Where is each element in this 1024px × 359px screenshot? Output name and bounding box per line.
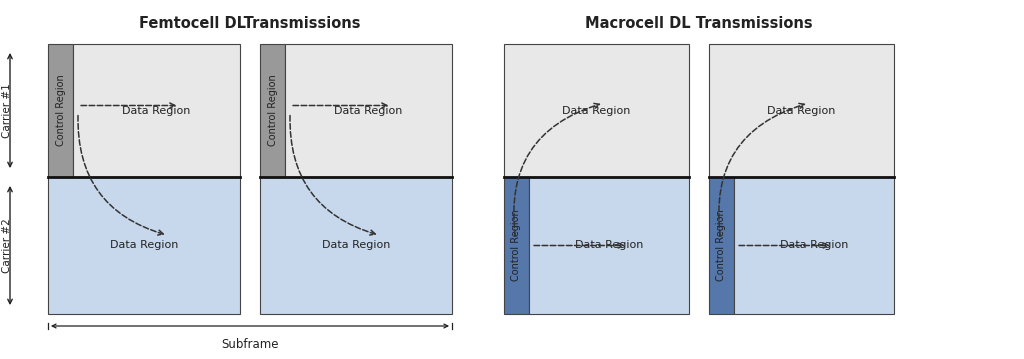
- FancyArrowPatch shape: [293, 103, 387, 108]
- Text: Control Region: Control Region: [512, 210, 521, 281]
- Text: Subframe: Subframe: [221, 338, 279, 351]
- FancyArrowPatch shape: [78, 116, 163, 235]
- Bar: [48, 44, 73, 177]
- Bar: [260, 177, 452, 314]
- Bar: [709, 177, 734, 314]
- Bar: [48, 177, 240, 314]
- Text: Data Region: Data Region: [767, 106, 836, 116]
- Bar: [73, 44, 240, 177]
- Text: Data Region: Data Region: [574, 241, 643, 251]
- Text: Carrier #1: Carrier #1: [2, 83, 12, 138]
- FancyArrowPatch shape: [719, 103, 805, 236]
- Bar: [709, 44, 894, 177]
- Text: Control Region: Control Region: [717, 210, 726, 281]
- FancyArrowPatch shape: [8, 187, 12, 304]
- Bar: [529, 177, 689, 314]
- Bar: [504, 44, 689, 177]
- FancyArrowPatch shape: [290, 116, 375, 235]
- Bar: [285, 44, 452, 177]
- Text: Data Region: Data Region: [110, 241, 178, 251]
- Text: Femtocell DLTransmissions: Femtocell DLTransmissions: [139, 16, 360, 31]
- Text: Data Region: Data Region: [562, 106, 631, 116]
- Bar: [504, 177, 529, 314]
- Text: Data Region: Data Region: [322, 241, 390, 251]
- Text: Control Region: Control Region: [55, 75, 66, 146]
- Text: Data Region: Data Region: [780, 241, 848, 251]
- Bar: [260, 44, 285, 177]
- Bar: [734, 177, 894, 314]
- Text: Data Region: Data Region: [334, 106, 402, 116]
- FancyArrowPatch shape: [514, 103, 599, 236]
- FancyArrowPatch shape: [81, 103, 175, 108]
- FancyArrowPatch shape: [739, 243, 828, 248]
- Text: Data Region: Data Region: [122, 106, 190, 116]
- Text: Carrier #2: Carrier #2: [2, 218, 12, 273]
- FancyArrowPatch shape: [8, 54, 12, 167]
- FancyArrowPatch shape: [534, 243, 624, 248]
- Text: Control Region: Control Region: [267, 75, 278, 146]
- Text: Macrocell DL Transmissions: Macrocell DL Transmissions: [585, 16, 813, 31]
